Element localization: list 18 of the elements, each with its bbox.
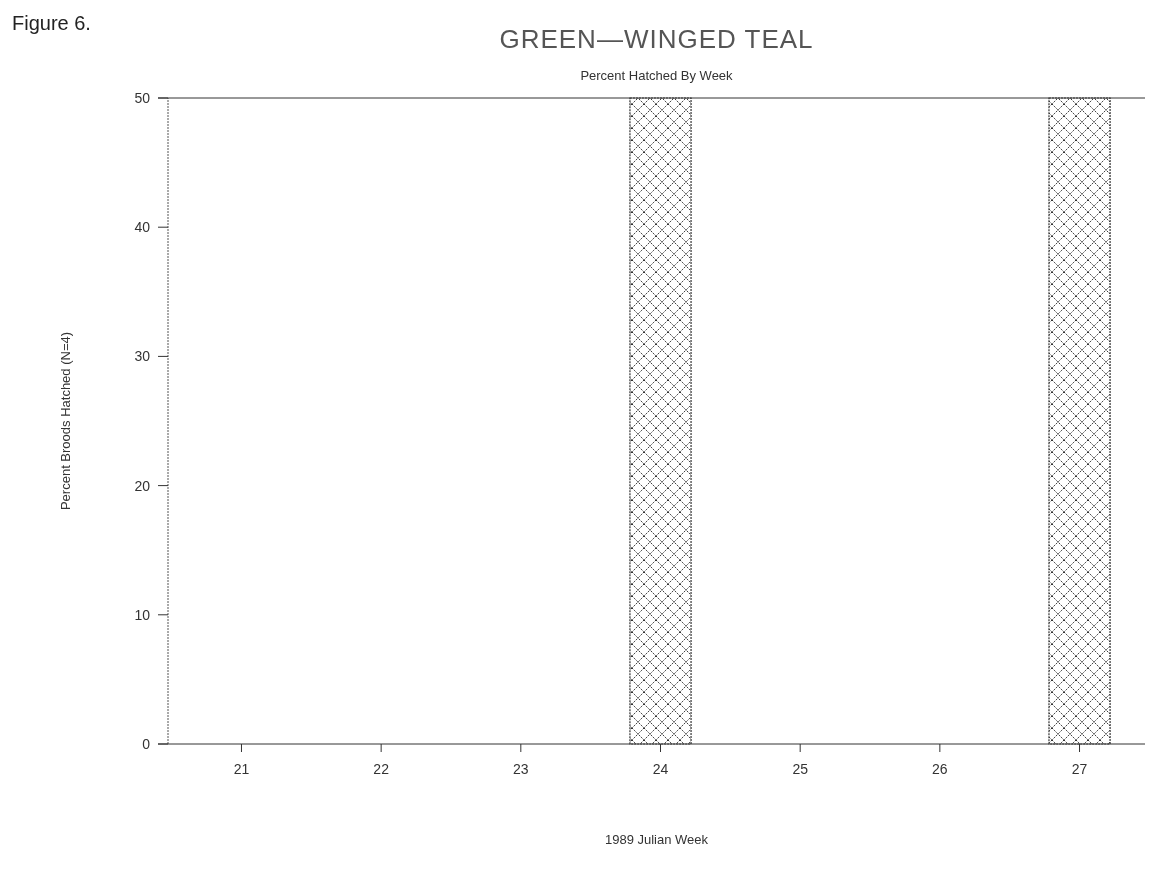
y-tick-label: 20 — [134, 477, 151, 494]
y-tick-label: 40 — [134, 219, 151, 236]
y-tick-label: 0 — [142, 735, 151, 752]
x-tick-label: 21 — [233, 761, 250, 777]
y-tick-label: 30 — [134, 348, 151, 365]
caption: Figure 6. — [12, 12, 91, 34]
x-tick-label: 23 — [513, 761, 529, 777]
y-tick-label: 10 — [134, 606, 151, 623]
x-tick-label: 26 — [932, 761, 948, 777]
x-tick-label: 24 — [652, 761, 669, 777]
x-axis-title: 1989 Julian Week — [604, 832, 709, 847]
y-tick-label: 50 — [134, 89, 151, 106]
x-tick-label: 27 — [1071, 761, 1088, 777]
chart-title: GREEN—WINGED TEAL — [499, 24, 814, 54]
y-axis-title: Percent Broods Hatched (N=4) — [58, 331, 73, 511]
x-tick-label: 25 — [792, 761, 809, 777]
chart-subtitle: Percent Hatched By Week — [580, 68, 734, 83]
x-tick-label: 22 — [373, 761, 390, 777]
